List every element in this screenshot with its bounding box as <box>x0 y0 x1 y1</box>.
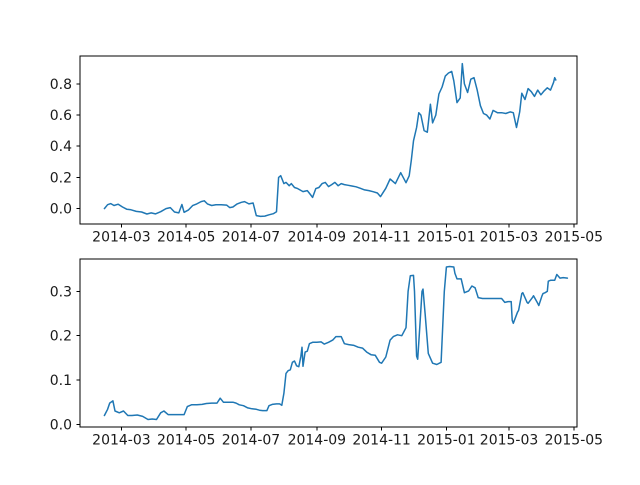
x-tick-label: 2014-11 <box>352 230 411 246</box>
x-tick-label: 2014-09 <box>288 230 347 246</box>
x-tick-label: 2015-05 <box>545 230 604 246</box>
x-tick-label: 2014-05 <box>157 230 216 246</box>
y-tick-label: 0.0 <box>50 202 72 218</box>
x-tick-label: 2015-05 <box>545 433 604 449</box>
y-tick-label: 0.2 <box>50 170 72 186</box>
y-tick-label: 0.3 <box>50 284 72 300</box>
axes-frame <box>79 55 578 225</box>
x-tick-label: 2014-09 <box>288 433 347 449</box>
data-line <box>103 265 569 421</box>
x-tick-label: 2014-07 <box>222 230 281 246</box>
x-tick-label: 2014-03 <box>92 433 151 449</box>
x-tick-label: 2015-03 <box>480 230 539 246</box>
subplot-2: 2014-03 2014-05 2014-07 2014-09 2014-11 2015-… <box>50 258 604 449</box>
y-tick-label: 0.0 <box>50 417 72 433</box>
axes-frame <box>79 258 578 428</box>
y-tick-label: 0.6 <box>50 108 72 124</box>
y-tick-label: 0.1 <box>50 373 72 389</box>
x-tick-label: 2014-07 <box>222 433 281 449</box>
y-tick-label: 0.2 <box>50 329 72 345</box>
x-tick-label: 2014-03 <box>92 230 151 246</box>
y-tick-label: 0.4 <box>50 139 72 155</box>
y-tick-label: 0.8 <box>50 77 72 93</box>
x-tick-label: 2015-03 <box>480 433 539 449</box>
subplot-1: 2014-03 2014-05 2014-07 2014-09 2014-11 2015-… <box>50 55 604 246</box>
x-tick-label: 2015-01 <box>417 230 476 246</box>
x-tick-label: 2014-11 <box>352 433 411 449</box>
x-tick-label: 2015-01 <box>417 433 476 449</box>
data-line <box>103 62 557 218</box>
x-tick-label: 2014-05 <box>157 433 216 449</box>
